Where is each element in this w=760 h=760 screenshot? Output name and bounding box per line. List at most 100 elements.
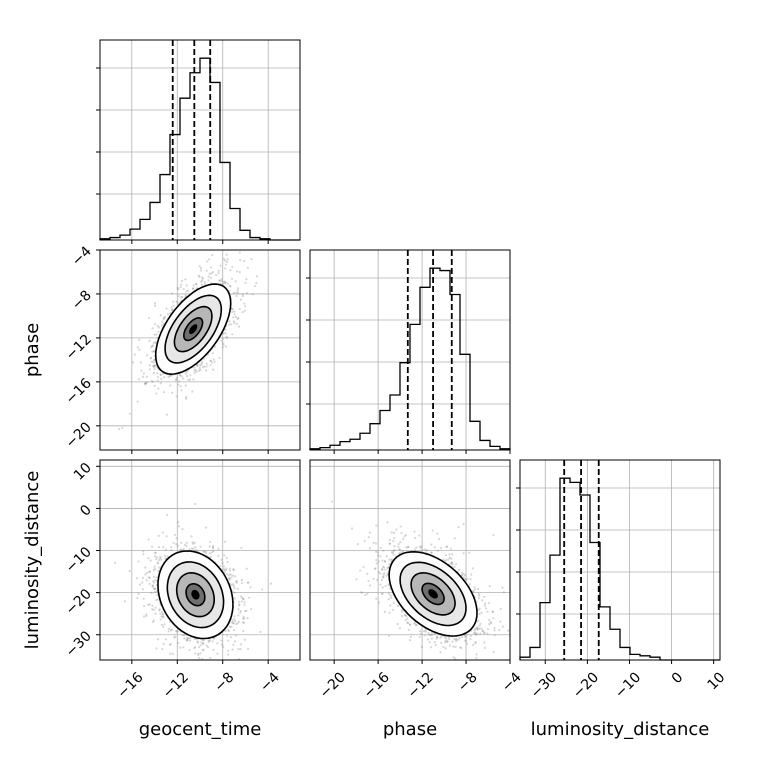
- joint-luminosity-distance-vs-geocent-time-sample: [193, 646, 197, 649]
- joint-luminosity-distance-vs-geocent-time-sample: [164, 557, 167, 560]
- joint-luminosity-distance-vs-geocent-time-sample: [166, 555, 169, 558]
- joint-phase-vs-geocent-time-sample: [138, 348, 141, 351]
- marginal-phase-frame: [309, 249, 511, 451]
- joint-luminosity-distance-vs-geocent-time-sample: [158, 556, 162, 560]
- joint-luminosity-distance-vs-phase-sample: [454, 657, 457, 660]
- joint-luminosity-distance-vs-geocent-time-sample: [196, 640, 199, 643]
- joint-luminosity-distance-vs-geocent-time-sample: [153, 590, 157, 594]
- joint-luminosity-distance-vs-phase-sample: [385, 574, 388, 577]
- joint-phase-vs-geocent-time-sample: [148, 339, 151, 342]
- joint-luminosity-distance-vs-geocent-time-sample: [175, 630, 178, 633]
- joint-phase-vs-geocent-time-sample: [163, 376, 166, 379]
- joint-luminosity-distance-vs-geocent-time-sample: [188, 639, 192, 642]
- joint-luminosity-distance-vs-geocent-time-sample: [223, 540, 227, 543]
- joint-luminosity-distance-vs-geocent-time-sample: [153, 565, 156, 568]
- joint-phase-vs-geocent-time-sample: [121, 426, 124, 429]
- joint-luminosity-distance-vs-geocent-time-sample: [160, 558, 163, 561]
- joint-phase-vs-geocent-time-sample: [149, 357, 152, 360]
- joint-phase-vs-geocent-time-sample: [199, 266, 203, 270]
- joint-luminosity-distance-vs-phase-sample: [418, 635, 421, 639]
- joint-phase-vs-geocent-time-sample: [235, 322, 238, 325]
- joint-phase-vs-geocent-time-sample: [201, 366, 205, 369]
- joint-luminosity-distance-vs-phase-sample: [468, 583, 472, 586]
- joint-phase-vs-geocent-time-sample: [251, 293, 254, 296]
- joint-luminosity-distance-vs-phase-plot-area: [331, 500, 510, 660]
- joint-luminosity-distance-vs-geocent-time-sample: [153, 587, 157, 591]
- joint-luminosity-distance-vs-geocent-time-sample: [235, 579, 238, 583]
- joint-phase-vs-geocent-time-sample: [161, 246, 163, 248]
- joint-luminosity-distance-vs-geocent-time-sample: [185, 637, 189, 640]
- joint-phase-vs-geocent-time-sample: [156, 379, 159, 382]
- joint-luminosity-distance-vs-geocent-time-sample: [188, 548, 191, 551]
- joint-luminosity-distance-vs-geocent-time-sample: [156, 638, 160, 641]
- joint-luminosity-distance-vs-geocent-time-sample: [145, 579, 148, 582]
- joint-luminosity-distance-vs-geocent-time-sample: [152, 575, 155, 578]
- joint-phase-vs-geocent-time-sample: [157, 326, 161, 329]
- joint-phase-vs-geocent-time-sample: [175, 395, 178, 398]
- joint-luminosity-distance-vs-geocent-time-sample: [153, 579, 157, 582]
- joint-phase-vs-geocent-time-sample: [177, 383, 180, 386]
- joint-phase-vs-geocent-time-sample: [200, 363, 203, 366]
- joint-luminosity-distance-vs-geocent-time-sample: [197, 653, 200, 657]
- joint-phase-vs-geocent-time-sample: [210, 361, 214, 364]
- joint-phase-vs-geocent-time-sample: [185, 396, 188, 399]
- joint-phase-vs-geocent-time-sample: [192, 287, 195, 290]
- joint-luminosity-distance-vs-geocent-time-sample: [137, 560, 140, 563]
- joint-luminosity-distance-vs-phase-sample: [412, 622, 416, 625]
- joint-luminosity-distance-vs-geocent-time-sample: [162, 546, 165, 549]
- joint-phase-vs-geocent-time-sample: [211, 254, 214, 257]
- joint-luminosity-distance-vs-geocent-time-sample: [157, 569, 160, 573]
- joint-phase-vs-geocent-time-sample: [175, 378, 178, 381]
- joint-luminosity-distance-vs-phase-sample: [457, 526, 460, 529]
- joint-luminosity-distance-vs-geocent-time-sample: [237, 604, 241, 607]
- marginal-luminosity_distance-xtick-label-1: −20: [570, 669, 602, 701]
- joint-phase-vs-geocent-time-sample: [236, 289, 239, 292]
- joint-luminosity-distance-vs-geocent-time-sample: [217, 554, 220, 557]
- joint-phase-vs-geocent-time-sample: [185, 370, 188, 373]
- joint-luminosity-distance-vs-phase-sample: [451, 563, 454, 566]
- joint-luminosity-distance-vs-geocent-time-sample: [157, 534, 160, 537]
- joint-luminosity-distance-vs-phase-sample: [448, 636, 451, 639]
- marginal-luminosity_distance-xtick-label-2: −10: [612, 669, 644, 701]
- joint-luminosity-distance-vs-geocent-time-sample: [237, 608, 240, 611]
- joint-luminosity-distance-vs-geocent-time-sample: [235, 622, 238, 626]
- joint-phase-vs-geocent-time-sample: [222, 281, 225, 284]
- joint-phase-vs-geocent-time-sample: [137, 378, 141, 381]
- marginal-geocent_time: [96, 39, 301, 244]
- joint-luminosity-distance-vs-geocent-time-sample: [232, 621, 235, 625]
- joint-luminosity-distance-vs-geocent-time-sample: [147, 603, 150, 606]
- joint-luminosity-distance-vs-phase-sample: [450, 557, 453, 560]
- joint-luminosity-distance-vs-geocent-time-sample: [221, 562, 224, 565]
- joint-luminosity-distance-vs-geocent-time-sample: [243, 638, 246, 641]
- joint-luminosity-distance-vs-geocent-time-sample: [248, 596, 251, 599]
- joint-luminosity-distance-vs-geocent-time-sample: [228, 569, 232, 572]
- joint-luminosity-distance-vs-geocent-time-sample: [201, 649, 204, 652]
- joint-phase-vs-geocent-time-sample: [152, 341, 155, 344]
- joint-luminosity-distance-vs-geocent-time-sample: [144, 566, 147, 569]
- joint-luminosity-distance-vs-phase-sample: [423, 634, 426, 637]
- joint-phase-vs-geocent-time-sample: [169, 374, 172, 377]
- joint-luminosity-distance-vs-geocent-time-sample: [226, 653, 230, 656]
- joint-luminosity-distance-vs-geocent-time-sample: [192, 547, 195, 550]
- joint-luminosity-distance-vs-geocent-time-sample: [201, 642, 205, 645]
- joint-phase-vs-geocent-time-sample: [152, 361, 155, 364]
- joint-phase-vs-geocent-time-sample: [205, 362, 208, 365]
- joint-phase-vs-geocent-time-sample: [231, 265, 234, 269]
- joint-phase-vs-geocent-time-sample: [174, 378, 178, 381]
- joint-phase-vs-geocent-time-sample: [201, 276, 204, 279]
- joint-luminosity-distance-vs-geocent-time-sample: [199, 652, 202, 655]
- joint-phase-vs-geocent-time-sample: [184, 397, 188, 400]
- joint-luminosity-distance-vs-geocent-time-sample: [235, 580, 238, 583]
- joint-luminosity-distance-vs-phase-sample: [375, 524, 378, 527]
- joint-luminosity-distance-vs-phase-sample: [477, 597, 481, 600]
- joint-luminosity-distance-vs-geocent-time-sample: [188, 648, 191, 652]
- joint-luminosity-distance-vs-geocent-time-sample: [183, 634, 186, 637]
- joint-phase-vs-geocent-time-sample: [239, 298, 243, 301]
- joint-phase-vs-geocent-time-sample: [218, 279, 221, 282]
- marginal-phase: [306, 249, 511, 454]
- joint-phase-vs-geocent-time-sample: [179, 286, 182, 289]
- joint-luminosity-distance-vs-geocent-time-sample: [227, 629, 230, 632]
- joint-luminosity-distance-vs-geocent-time-sample: [245, 567, 248, 570]
- joint-phase-vs-geocent-time-sample: [187, 378, 190, 381]
- joint-luminosity-distance-vs-geocent-time-sample: [207, 639, 210, 642]
